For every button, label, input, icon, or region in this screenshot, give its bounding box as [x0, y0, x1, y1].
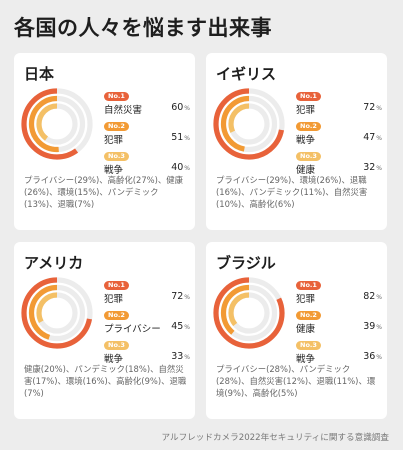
rank-1-badge: No.1	[296, 92, 321, 101]
rank-3-value: 33%	[171, 351, 190, 362]
ring-bar-rank-3	[36, 292, 78, 334]
rank-2-value: 51%	[171, 132, 190, 143]
ring-bar-rank-1	[21, 88, 93, 160]
radial-chart	[213, 88, 285, 160]
country-title: イギリス	[216, 65, 277, 83]
rank-2-value: 47%	[363, 132, 382, 143]
ring-bar-rank-2	[28, 95, 86, 153]
rank-1-label: 犯罪	[104, 294, 124, 305]
rank-2-value: 45%	[171, 321, 190, 332]
radial-chart	[21, 88, 93, 160]
ring-bar-rank-3	[228, 292, 270, 334]
country-card-japan: 日本 No.1 自然災害 60% No.2 犯罪 51% No.3 戦争 40%…	[14, 53, 195, 230]
rank-3-value: 36%	[363, 351, 382, 362]
rank-3-badge: No.3	[104, 152, 129, 161]
rank-2: No.2 健康 39%	[296, 311, 382, 341]
rank-3: No.3 戦争 33%	[104, 341, 190, 371]
radial-chart	[21, 277, 93, 349]
rank-3-label: 戦争	[104, 354, 124, 365]
rank-3-badge: No.3	[104, 341, 129, 350]
rank-1: No.1 犯罪 82%	[296, 281, 382, 311]
country-title: アメリカ	[24, 254, 84, 272]
rank-2-label: プライバシー	[104, 324, 161, 335]
rank-3-value: 32%	[363, 162, 382, 173]
country-card-brazil: ブラジル No.1 犯罪 82% No.2 健康 39% No.3 戦争 36%…	[206, 242, 387, 419]
other-concerns-text: プライバシー(29%)、高齢化(27%)、健康(26%)、環境(15%)、パンデ…	[24, 175, 184, 210]
rank-3-label: 戦争	[296, 354, 316, 365]
rank-1-badge: No.1	[104, 281, 129, 290]
rank-3-badge: No.3	[296, 341, 321, 350]
rank-2-value: 39%	[363, 321, 382, 332]
rank-1: No.1 犯罪 72%	[104, 281, 190, 311]
page-title: 各国の人々を悩ます出来事	[14, 16, 272, 40]
ring-bar-rank-1	[213, 277, 285, 349]
rank-2-label: 健康	[296, 324, 316, 335]
rank-2: No.2 プライバシー 45%	[104, 311, 190, 341]
rank-2: No.2 戦争 47%	[296, 122, 382, 152]
ring-bar-rank-2	[28, 284, 86, 342]
rank-1-value: 72%	[363, 102, 382, 113]
rank-3: No.3 健康 32%	[296, 152, 382, 182]
country-title: ブラジル	[216, 254, 276, 272]
rank-1-label: 犯罪	[296, 105, 316, 116]
other-concerns-text: 健康(20%)、パンデミック(18%)、自然災害(17%)、環境(16%)、高齢…	[24, 364, 187, 399]
radial-chart	[213, 277, 285, 349]
rank-1: No.1 犯罪 72%	[296, 92, 382, 122]
ring-bar-rank-2	[220, 95, 278, 153]
source-caption: アルフレッドカメラ2022年セキュリティに関する意識調査	[161, 433, 389, 443]
rank-3-label: 戦争	[104, 165, 124, 176]
rank-1-value: 72%	[171, 291, 190, 302]
ring-bar-rank-1	[213, 88, 285, 160]
rank-3-badge: No.3	[296, 152, 321, 161]
ring-bar-rank-1	[21, 277, 93, 349]
country-card-usa: アメリカ No.1 犯罪 72% No.2 プライバシー 45% No.3 戦争…	[14, 242, 195, 419]
other-concerns-text: プライバシー(29%)、環境(26%)、退職(16%)、パンデミック(11%)、…	[216, 175, 368, 210]
rank-2-badge: No.2	[296, 122, 321, 131]
rank-1-label: 自然災害	[104, 105, 143, 116]
rank-2-badge: No.2	[104, 122, 129, 131]
ring-bar-rank-3	[36, 103, 78, 145]
rank-2-badge: No.2	[104, 311, 129, 320]
ring-bar-rank-3	[228, 103, 270, 145]
rank-1-value: 82%	[363, 291, 382, 302]
rank-3-value: 40%	[171, 162, 190, 173]
other-concerns-text: プライバシー(28%)、パンデミック(28%)、自然災害(12%)、退職(11%…	[216, 364, 376, 399]
rank-1: No.1 自然災害 60%	[104, 92, 190, 122]
rank-1-label: 犯罪	[296, 294, 316, 305]
rank-2-label: 戦争	[296, 135, 316, 146]
rank-1-value: 60%	[171, 102, 190, 113]
rank-3: No.3 戦争 40%	[104, 152, 190, 182]
rank-3: No.3 戦争 36%	[296, 341, 382, 371]
rank-2-badge: No.2	[296, 311, 321, 320]
rank-3-label: 健康	[296, 165, 316, 176]
ring-bar-rank-2	[220, 284, 278, 342]
country-card-uk: イギリス No.1 犯罪 72% No.2 戦争 47% No.3 健康 32%…	[206, 53, 387, 230]
country-title: 日本	[24, 65, 55, 83]
rank-2: No.2 犯罪 51%	[104, 122, 190, 152]
rank-1-badge: No.1	[104, 92, 129, 101]
rank-1-badge: No.1	[296, 281, 321, 290]
rank-2-label: 犯罪	[104, 135, 124, 146]
